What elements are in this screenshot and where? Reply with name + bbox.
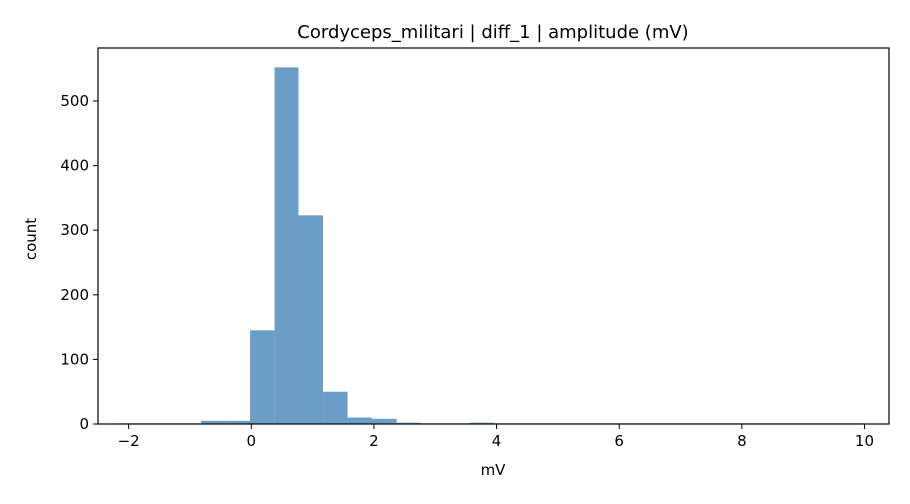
y-axis-ticks: 0 100 200 300 400 500 <box>60 92 98 433</box>
histogram-bar-7 <box>274 67 299 425</box>
chart-title: Cordyceps_militari | diff_1 | amplitude … <box>297 22 688 43</box>
histogram-bar-6 <box>250 330 275 424</box>
y-tick-label: 200 <box>60 286 89 304</box>
histogram-bar-10 <box>347 417 373 424</box>
x-tick-label: 4 <box>492 432 502 450</box>
histogram-bar-4 <box>201 420 227 424</box>
x-tick-label: 10 <box>855 432 874 450</box>
histogram-bar-8 <box>298 215 324 424</box>
histogram-bar-15 <box>469 422 495 424</box>
histogram-bar-9 <box>323 391 348 424</box>
y-tick-label: 300 <box>60 221 89 239</box>
y-tick-label: 400 <box>60 157 89 175</box>
histogram-bar-11 <box>372 418 397 424</box>
x-tick-label: 2 <box>369 432 379 450</box>
y-tick-label: 500 <box>60 92 89 110</box>
x-axis-ticks: −2 0 2 4 6 8 10 <box>118 424 874 450</box>
x-tick-label: 6 <box>614 432 624 450</box>
histogram-bar-5 <box>226 420 251 424</box>
y-axis-label: count <box>22 218 40 260</box>
x-tick-label: 0 <box>247 432 257 450</box>
histogram-bars <box>116 67 863 425</box>
y-tick-label: 0 <box>79 415 89 433</box>
x-tick-label: −2 <box>118 432 140 450</box>
histogram-bar-12 <box>396 422 421 424</box>
plot-frame <box>97 47 890 425</box>
x-tick-label: 8 <box>737 432 747 450</box>
y-tick-label: 100 <box>60 350 89 368</box>
x-axis-label: mV <box>481 461 507 479</box>
